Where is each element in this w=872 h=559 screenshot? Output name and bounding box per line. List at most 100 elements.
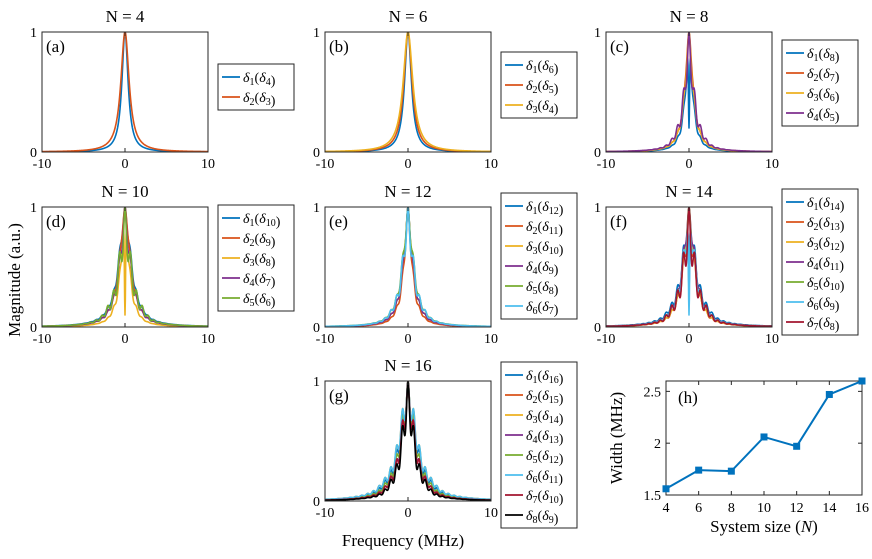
legend-sub: 1 — [250, 77, 255, 88]
legend-paren: ) — [840, 239, 845, 254]
legend-paren: δ — [823, 276, 830, 291]
legend-sub: 3 — [250, 258, 255, 269]
legend-label-8: δ8(δ9) — [526, 509, 559, 527]
legend-psub: 6 — [830, 93, 835, 104]
x-tick-label: 10 — [765, 157, 779, 172]
series-line-6 — [325, 207, 491, 327]
series-line-6 — [606, 232, 772, 327]
legend-label-2: δ2(δ5) — [526, 79, 559, 97]
legend-base: δ — [807, 107, 814, 122]
legend-label-3: δ3(δ4) — [526, 99, 559, 117]
legend-paren: ( — [819, 196, 824, 211]
legend-box — [781, 39, 859, 127]
legend-sub: 6 — [533, 475, 538, 486]
x-tick-label: -10 — [316, 506, 335, 521]
x-tick-label: 4 — [663, 501, 670, 516]
x-tick-label: 0 — [405, 157, 412, 172]
y-tick-label: 0 — [313, 321, 320, 336]
legend-paren: ) — [271, 235, 276, 250]
panel-label: (b) — [329, 37, 349, 56]
x-tick-label: 16 — [855, 501, 869, 516]
legend-psub: 8 — [830, 322, 835, 333]
legend-sub: 1 — [533, 206, 538, 217]
legend-label-3: δ3(δ14) — [526, 409, 564, 427]
legend-sub: 1 — [533, 375, 538, 386]
legend-psub: 8 — [549, 286, 554, 297]
legend-paren: ) — [554, 263, 559, 278]
legend-paren: ( — [538, 79, 543, 94]
legend-label-2: δ2(δ11) — [526, 220, 563, 238]
legend-base: δ — [526, 79, 533, 94]
legend-box — [500, 192, 578, 320]
legend-psub: 9 — [549, 515, 554, 526]
legend-sub: 4 — [814, 113, 819, 124]
legend-paren: δ — [542, 409, 549, 424]
x-tick-label: 0 — [122, 157, 129, 172]
legend-paren: δ — [259, 252, 266, 267]
panel-label: (g) — [329, 386, 349, 405]
legend-paren: ( — [819, 107, 824, 122]
legend-sub: 6 — [533, 306, 538, 317]
legend-paren: ( — [255, 272, 260, 287]
legend-base: δ — [243, 252, 250, 267]
legend-label-1: δ1(δ14) — [807, 196, 845, 214]
legend-label-2: δ2(δ7) — [807, 67, 840, 85]
legend-psub: 12 — [830, 242, 840, 253]
legend-paren: ) — [840, 219, 845, 234]
legend-base: δ — [526, 200, 533, 215]
legend-base: δ — [526, 240, 533, 255]
legend-paren: δ — [542, 429, 549, 444]
legend-sub: 4 — [533, 266, 538, 277]
legend-paren: ) — [840, 279, 845, 294]
legend-paren: ( — [255, 292, 260, 307]
series-line-3 — [325, 32, 491, 152]
legend-paren: ) — [271, 74, 276, 89]
legend-base: δ — [807, 236, 814, 251]
x-tick-label: 14 — [822, 501, 836, 516]
legend-paren: δ — [542, 509, 549, 524]
legend-label-4: δ4(δ5) — [807, 107, 840, 125]
y-tick-label: 1 — [313, 201, 320, 216]
legend-base: δ — [243, 292, 250, 307]
y-tick-label: 0 — [30, 146, 37, 161]
legend-paren: ) — [271, 295, 276, 310]
legend-paren: ) — [835, 70, 840, 85]
legend-sub: 3 — [533, 105, 538, 116]
legend-sub: 2 — [250, 238, 255, 249]
data-point-n4 — [662, 485, 670, 493]
y-tick-label: 1 — [30, 26, 37, 41]
legend-label-2: δ2(δ9) — [243, 232, 276, 250]
legend-label-3: δ3(δ10) — [526, 240, 564, 258]
legend-paren: ) — [839, 259, 844, 274]
legend-label-1: δ1(δ4) — [243, 71, 276, 89]
legend-paren: ( — [538, 409, 543, 424]
legend-label-3: δ3(δ12) — [807, 236, 845, 254]
legend-sub: 6 — [814, 302, 819, 313]
axes-box — [324, 206, 492, 328]
panel-label: (c) — [610, 37, 629, 56]
x-tick-label: 10 — [201, 332, 215, 347]
data-point-n6 — [695, 466, 703, 474]
legend-label-1: δ1(δ10) — [243, 212, 281, 230]
legend-psub: 16 — [549, 375, 559, 386]
legend-paren: ( — [538, 99, 543, 114]
legend-label-3: δ3(δ6) — [807, 87, 840, 105]
legend-sub: 1 — [250, 218, 255, 229]
panel-title: N = 12 — [384, 182, 431, 201]
legend-label-7: δ7(δ10) — [526, 489, 564, 507]
x-tick-label: 10 — [484, 332, 498, 347]
legend-sub: 1 — [814, 202, 819, 213]
legend-paren: ) — [559, 392, 564, 407]
legend-paren: ) — [554, 512, 559, 527]
legend-paren: ) — [559, 372, 564, 387]
legend-paren: ) — [835, 110, 840, 125]
legend-label-4: δ4(δ9) — [526, 260, 559, 278]
legend-sub: 2 — [533, 85, 538, 96]
legend-sub: 2 — [250, 97, 255, 108]
legend-paren: ( — [819, 87, 824, 102]
legend-paren: ) — [271, 94, 276, 109]
legend-paren: ) — [835, 319, 840, 334]
